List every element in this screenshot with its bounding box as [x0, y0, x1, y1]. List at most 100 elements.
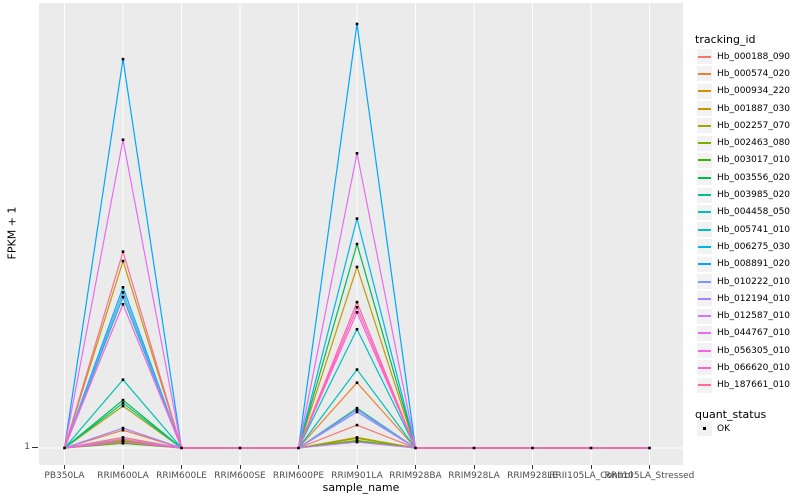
x-tick-label-RRII105LA_Control: RRII105LA_Control: [549, 471, 633, 481]
x-tick-mark: [590, 465, 592, 469]
data-point: [121, 426, 125, 430]
legend-key-line-icon: [698, 107, 711, 110]
legend-key-line-icon: [698, 228, 711, 231]
data-point: [121, 286, 125, 289]
legend-item-label: Hb_000934_220: [717, 86, 791, 97]
data-point: [355, 217, 359, 220]
legend-item-label: Hb_003985_020: [717, 190, 791, 201]
data-point: [355, 311, 359, 314]
data-point: [121, 428, 125, 432]
legend-item-Hb_066620_010: Hb_066620_010: [697, 359, 790, 376]
legend-key-line-icon: [698, 384, 711, 387]
legend-key-line-icon: [698, 72, 711, 75]
legend-item-Hb_000934_220: Hb_000934_220: [697, 83, 790, 100]
x-tick-label-RRIM600SE: RRIM600SE: [214, 471, 266, 481]
legend-key: [697, 377, 712, 393]
legend-key: [697, 204, 712, 220]
legend-item-Hb_012587_010: Hb_012587_010: [697, 307, 790, 324]
data-point: [121, 378, 125, 382]
legend-key-line-icon: [698, 349, 711, 352]
legend-item-Hb_010222_010: Hb_010222_010: [697, 273, 790, 290]
legend-key-line-icon: [698, 366, 711, 369]
legend-item-label: Hb_006275_030: [717, 241, 791, 252]
x-tick-mark: [239, 465, 241, 469]
x-tick-mark: [298, 465, 299, 469]
y-tick-label: 1: [24, 442, 30, 452]
legend-key: [697, 239, 712, 255]
data-point: [355, 327, 359, 331]
data-point: [121, 398, 125, 402]
x-tick-mark: [181, 465, 182, 469]
x-tick-label-RRIM928LA: RRIM928LA: [448, 471, 500, 481]
data-point: [355, 368, 359, 371]
legend-items-tracking: Hb_000188_090 Hb_000574_020 Hb_000934_220 H…: [697, 48, 790, 394]
legend-item-label: Hb_005741_010: [717, 224, 791, 235]
legend-key: [697, 291, 712, 307]
legend-item-Hb_044767_010: Hb_044767_010: [697, 325, 790, 342]
legend-key-line-icon: [698, 124, 711, 127]
legend-key: [697, 83, 712, 99]
legend-title-quant-status: quant_status: [695, 408, 767, 421]
data-point: [121, 437, 125, 441]
legend-item-label: Hb_000574_020: [717, 68, 791, 79]
legend-item-label: Hb_044767_010: [717, 328, 791, 339]
legend-title-tracking-id: tracking_id: [695, 33, 756, 46]
legend-item-label: Hb_066620_010: [717, 362, 791, 373]
legend-key: [697, 66, 712, 82]
data-point: [121, 291, 125, 294]
legend-key: [697, 360, 712, 376]
legend-key: [697, 118, 712, 134]
x-tick-label-RRIM928BA: RRIM928BA: [389, 471, 442, 481]
legend-key-line-icon: [698, 55, 711, 58]
data-point: [355, 436, 359, 440]
legend-item-ok: OK: [697, 420, 730, 437]
legend-key-line-icon: [698, 297, 711, 300]
legend-key: [697, 152, 712, 168]
x-tick-label-RRIM600LE: RRIM600LE: [156, 471, 207, 481]
legend: tracking_id Hb_000188_090 Hb_000574_020 Hb…: [690, 0, 800, 500]
x-tick-label-RRIM600LA: RRIM600LA: [97, 471, 149, 481]
legend-item-label: Hb_012587_010: [717, 311, 791, 322]
legend-key-line-icon: [698, 142, 711, 145]
data-point: [472, 446, 476, 450]
x-tick-mark: [415, 465, 416, 469]
legend-key-line-icon: [698, 263, 711, 266]
x-tick-label-PB350LA: PB350LA: [44, 471, 85, 481]
data-point: [180, 446, 183, 450]
data-point: [121, 57, 125, 61]
legend-item-Hb_000188_090: Hb_000188_090: [697, 48, 790, 65]
legend-key: [697, 49, 712, 65]
data-point: [355, 440, 359, 444]
legend-key: [697, 187, 712, 203]
legend-item-label: Hb_000188_090: [717, 51, 791, 62]
x-tick-label-RRII105LA_Stressed: RRII105LA_Stressed: [604, 471, 695, 481]
legend-item-label: Hb_004458_050: [717, 207, 791, 218]
x-tick-mark: [473, 465, 475, 469]
data-point: [121, 259, 125, 263]
legend-item-label: Hb_056305_010: [717, 345, 791, 356]
y-tick-mark: [32, 447, 38, 448]
data-point: [648, 446, 651, 450]
plot-panel: [39, 3, 683, 465]
legend-item-Hb_006275_030: Hb_006275_030: [697, 238, 790, 255]
legend-item-Hb_003017_010: Hb_003017_010: [697, 152, 790, 169]
data-point: [531, 446, 534, 450]
data-point: [238, 446, 242, 450]
legend-key-line-icon: [698, 332, 711, 335]
x-axis-title: sample_name: [322, 481, 400, 494]
data-point: [121, 404, 125, 408]
legend-key: [697, 325, 712, 341]
legend-key: [697, 101, 712, 117]
x-tick-mark: [64, 465, 65, 469]
data-point: [121, 302, 125, 306]
data-point: [355, 242, 359, 246]
x-tick-mark: [122, 465, 124, 469]
x-tick-mark: [356, 465, 358, 469]
legend-item-label: Hb_003017_010: [717, 155, 791, 166]
data-point: [355, 152, 359, 155]
legend-key: [697, 256, 712, 272]
point-marker-icon: [702, 426, 707, 431]
x-tick-label-RRIM901LA: RRIM901LA: [331, 471, 383, 481]
legend-item-label: Hb_008891_020: [717, 259, 791, 270]
